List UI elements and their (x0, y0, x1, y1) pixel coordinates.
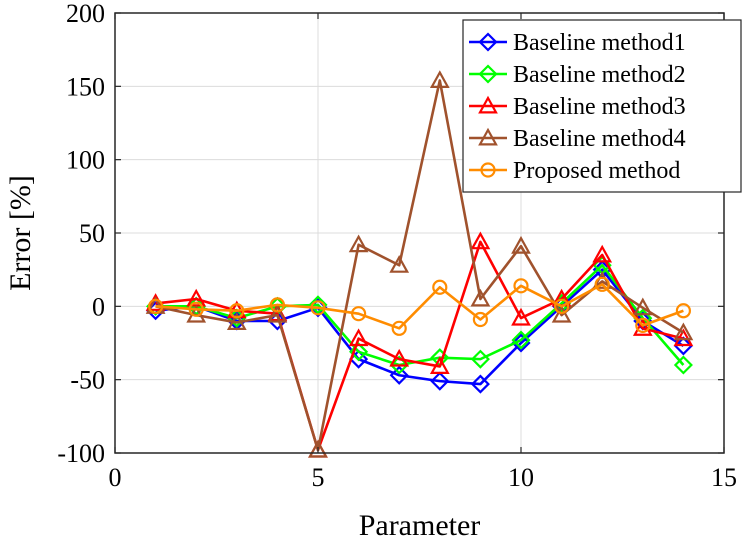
data-point (432, 279, 448, 295)
data-point (226, 312, 247, 330)
data-point (673, 355, 693, 375)
data-point (635, 317, 651, 333)
data-point (389, 255, 410, 273)
data-point (673, 322, 694, 341)
series-5 (148, 276, 692, 336)
legend-marker (478, 64, 498, 84)
data-point (308, 439, 328, 458)
data-point (391, 320, 407, 336)
data-point (673, 328, 694, 347)
data-point (632, 318, 653, 336)
legend-item: Baseline method2 (469, 62, 686, 88)
data-point (348, 234, 369, 253)
x-tick-label: 5 (312, 463, 325, 492)
data-point (592, 244, 613, 263)
y-tick-label: 0 (92, 292, 105, 321)
y-tick-label: -50 (70, 366, 105, 395)
data-point (429, 70, 450, 88)
legend-marker (478, 95, 498, 114)
legend-label: Baseline method4 (513, 126, 686, 152)
data-point (675, 303, 692, 319)
legend-marker (478, 32, 498, 52)
x-axis-title: Parameter (359, 509, 481, 542)
data-point (148, 298, 164, 314)
data-point (511, 235, 531, 254)
data-point (348, 328, 369, 347)
data-point (632, 297, 653, 316)
y-tick-label: 50 (79, 219, 105, 248)
y-tick-label: 100 (66, 146, 105, 175)
y-tick-label: 200 (66, 0, 105, 28)
data-point (470, 374, 490, 394)
data-point (389, 348, 410, 367)
data-point (470, 349, 490, 369)
data-point (349, 342, 369, 362)
data-point (470, 231, 491, 250)
legend-marker (478, 127, 498, 146)
legend: Baseline method1 Baseline method2 Baseline… (462, 19, 742, 193)
legend-label: Proposed method (513, 158, 680, 184)
data-point (673, 336, 693, 356)
data-point (511, 307, 531, 326)
series-layer (145, 70, 694, 458)
data-point (472, 311, 488, 328)
legend-label: Baseline method3 (513, 94, 686, 120)
x-tick-label: 0 (109, 463, 122, 492)
y-tick-label: -100 (57, 439, 105, 468)
x-tick-label: 15 (711, 463, 737, 492)
legend-item: Baseline method4 (469, 126, 686, 152)
data-point (310, 300, 326, 316)
data-point (470, 288, 491, 307)
data-point (188, 301, 204, 317)
data-point (551, 304, 572, 323)
y-tick-label: 150 (66, 72, 105, 101)
data-point (269, 297, 285, 313)
legend-box (462, 19, 742, 193)
legend-label: Baseline method1 (513, 30, 686, 56)
legend-marker (480, 162, 496, 178)
legend-label: Baseline method2 (513, 62, 686, 88)
legend-item: Baseline method1 (469, 30, 686, 56)
data-point (553, 298, 570, 314)
data-point (229, 303, 245, 319)
data-point (308, 295, 328, 315)
data-point (594, 276, 610, 292)
data-point (511, 333, 531, 353)
y-axis-title: Error [%] (4, 175, 37, 291)
x-tick-label: 10 (508, 463, 534, 492)
data-point (429, 356, 450, 374)
data-point (267, 304, 288, 323)
data-point (511, 330, 531, 350)
data-point (513, 278, 529, 294)
data-point (351, 306, 367, 322)
legend-item: Baseline method3 (469, 94, 686, 120)
data-point (430, 371, 450, 391)
legend-item: Proposed method (469, 158, 680, 184)
data-point (389, 365, 409, 385)
